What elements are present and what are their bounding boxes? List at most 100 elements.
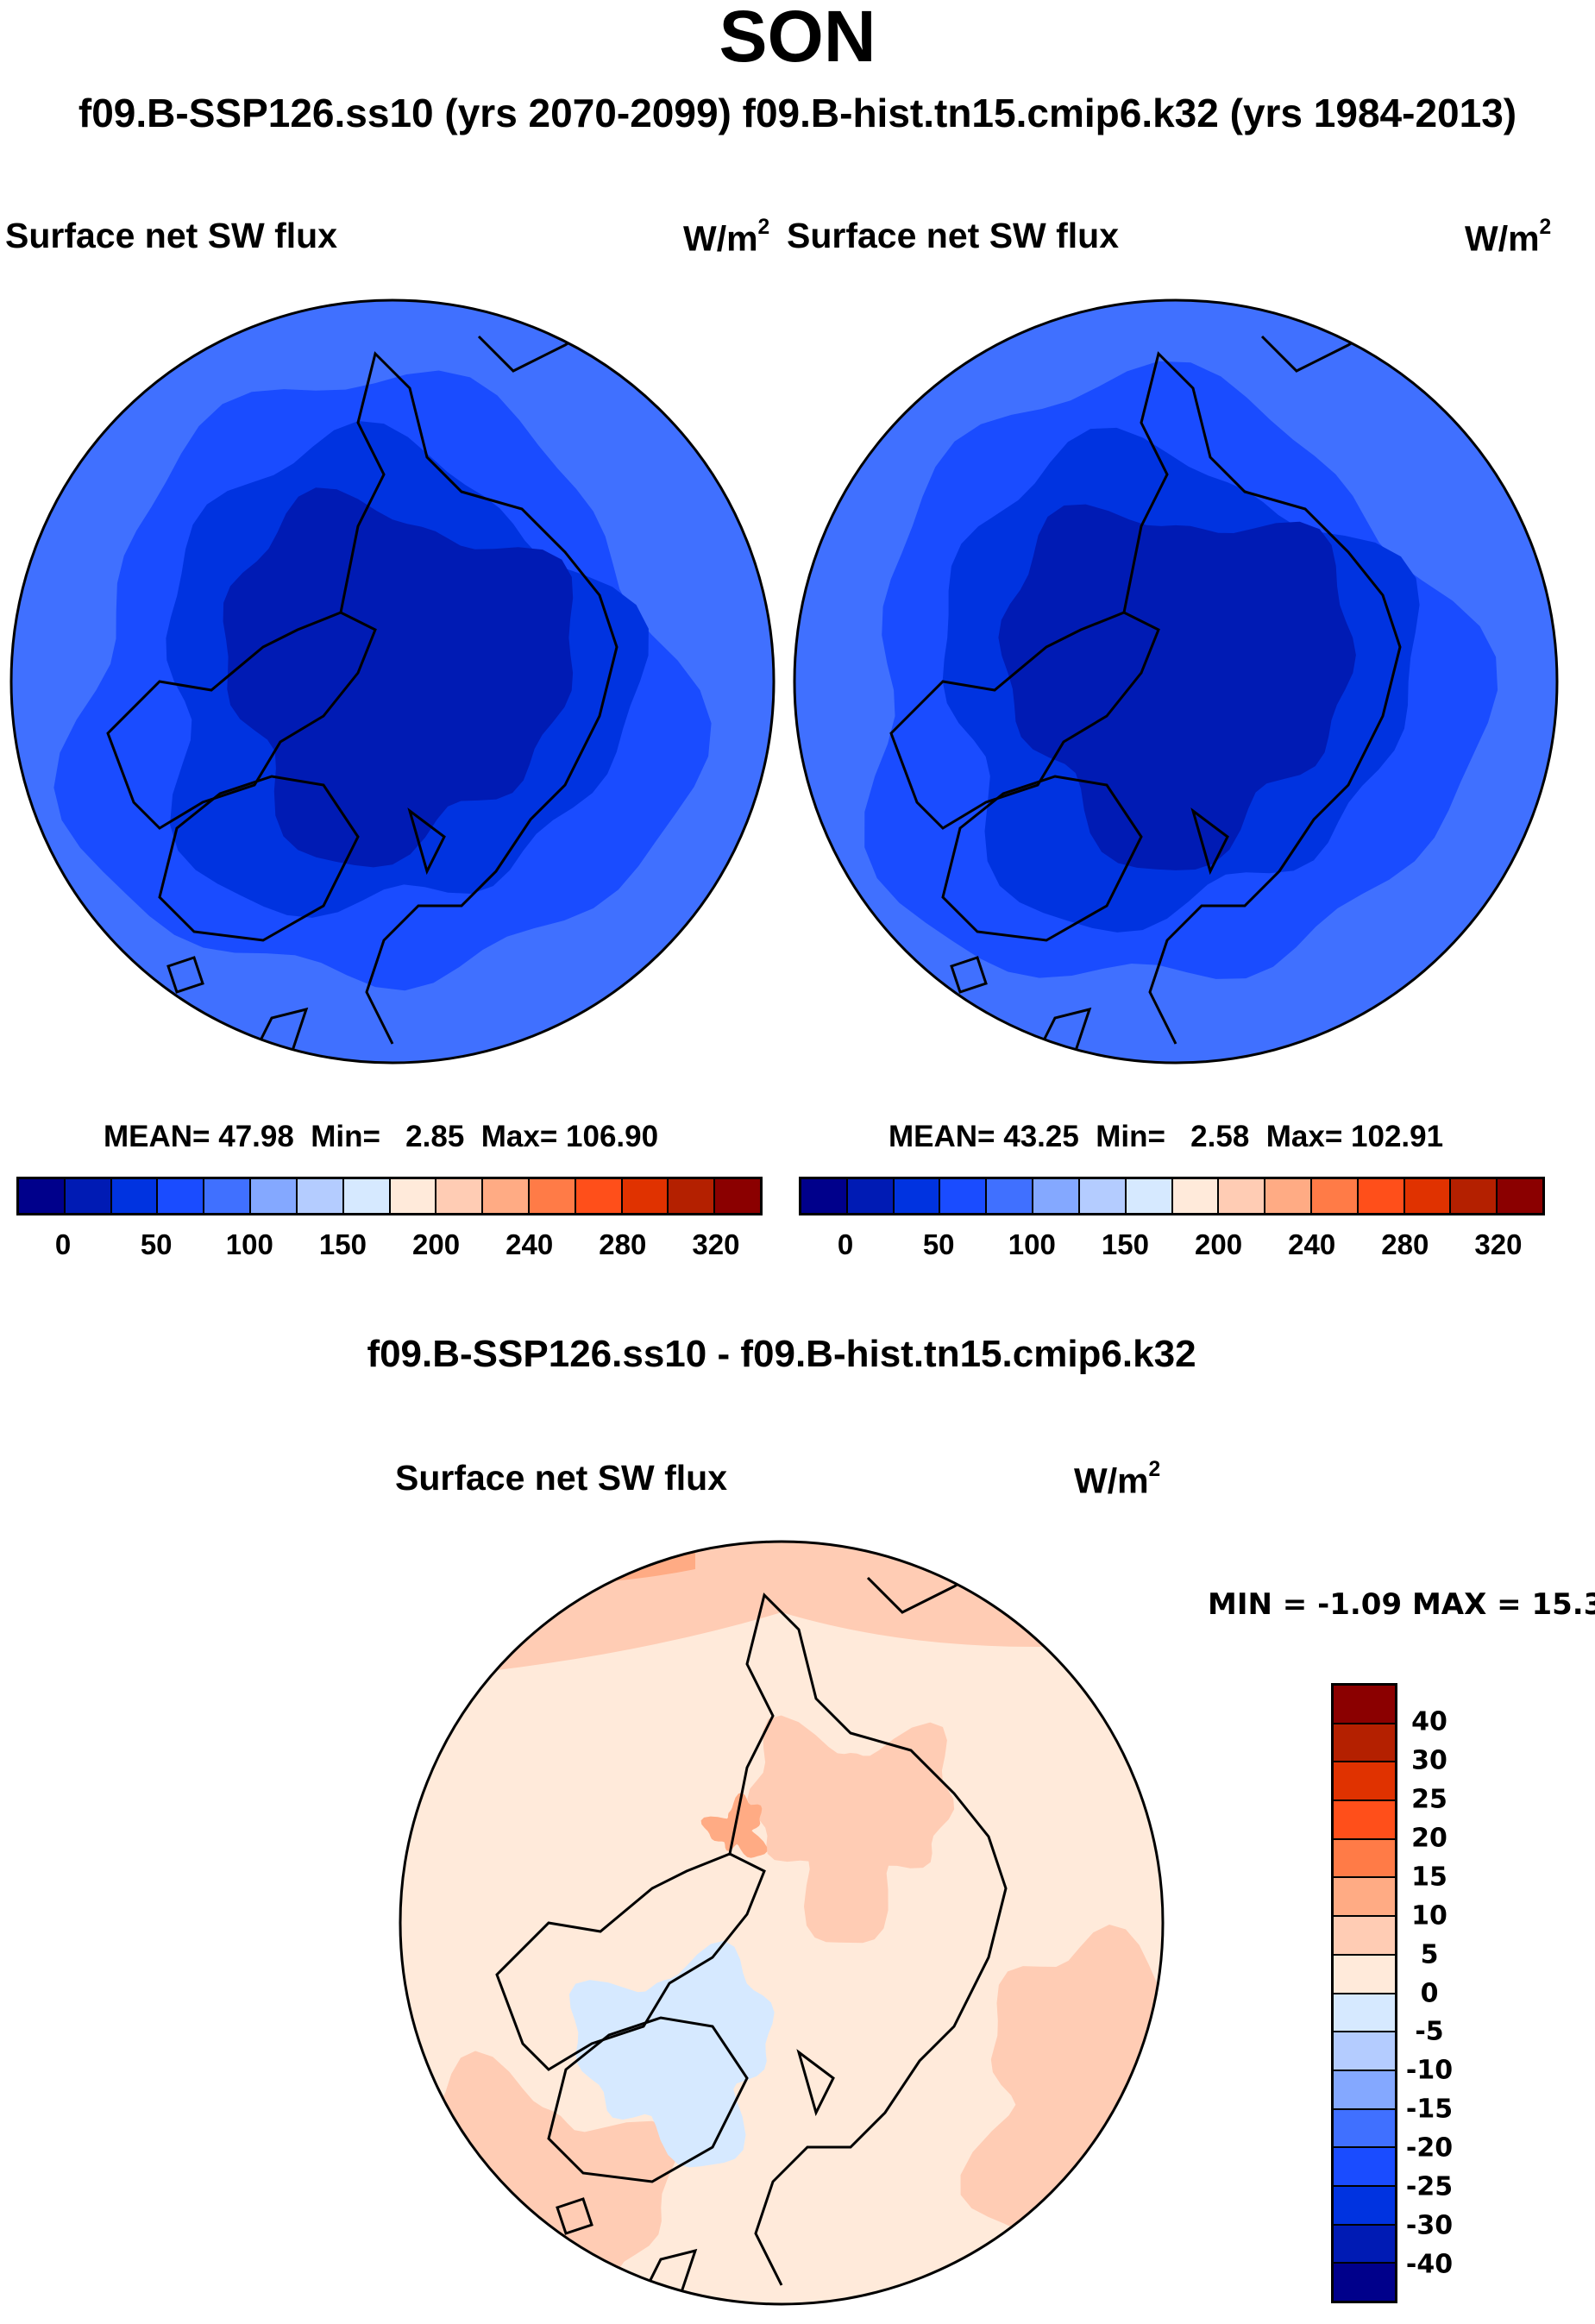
contour-fill <box>747 1715 955 1944</box>
coastline <box>158 775 360 942</box>
colorbar-tick-label: 200 <box>412 1228 461 1260</box>
colorbar-tick-label: 280 <box>1381 1228 1429 1260</box>
colorbar-tick-label: -25 <box>1405 2171 1454 2202</box>
colorbar-box <box>1358 1179 1405 1213</box>
colorbar-box <box>1334 1917 1395 1956</box>
colorbar-box <box>1334 1724 1395 1763</box>
coastline <box>547 2016 749 2183</box>
colorbar-tick-label: 5 <box>1420 1939 1439 1970</box>
colorbar-box <box>894 1179 941 1213</box>
map-field <box>794 300 1557 1063</box>
panel1-polar-map <box>9 298 776 1065</box>
colorbar-box <box>111 1179 159 1213</box>
colorbar-box <box>669 1179 716 1213</box>
diff-units-label: W/m2 <box>1074 1458 1161 1501</box>
panel2-variable-label: Surface net SW flux <box>787 216 1120 255</box>
colorbar-tick-label: 320 <box>692 1228 740 1260</box>
coastline <box>106 611 377 830</box>
contour-fill <box>568 1940 775 2168</box>
panel2-units-label: W/m2 <box>1465 216 1552 259</box>
colorbar-box <box>343 1179 391 1213</box>
map-field <box>11 300 774 1063</box>
contour-fill <box>223 487 574 868</box>
coastline <box>253 1007 309 1062</box>
colorbar-tick-label: -15 <box>1405 2094 1454 2125</box>
coastline <box>941 775 1143 942</box>
diff-min-max: MIN = -1.09 MAX = 15.39 <box>1208 1587 1595 1622</box>
colorbar-box <box>1334 2070 1395 2110</box>
colorbar-tick-label: 240 <box>1288 1228 1336 1260</box>
colorbar-box <box>1334 1955 1395 1994</box>
panel2-polar-map <box>793 298 1559 1065</box>
diff-variable-label: Surface net SW flux <box>395 1458 728 1498</box>
colorbar-box <box>1334 1994 1395 2033</box>
colorbar-box <box>1334 2148 1395 2187</box>
colorbar-tick-label: 10 <box>1411 1900 1447 1931</box>
coastline <box>889 611 1160 830</box>
coastline <box>495 1852 766 2071</box>
colorbar-tick-label: 150 <box>1101 1228 1149 1260</box>
coastline <box>339 351 619 1045</box>
colorbar-box <box>1334 1762 1395 1802</box>
coastline <box>728 1592 1008 2286</box>
colorbar-box <box>1334 2264 1395 2301</box>
coastline <box>166 956 204 994</box>
colorbar-tick-label: 30 <box>1411 1745 1447 1776</box>
colorbar-tick-label: 50 <box>140 1228 173 1260</box>
colorbar-box <box>1334 1801 1395 1840</box>
map-field <box>400 1542 1163 2304</box>
coastline <box>1122 351 1402 1045</box>
coastline <box>796 2049 835 2117</box>
contour-fill <box>960 1925 1163 2238</box>
colorbar-tick-label: -20 <box>1405 2132 1454 2164</box>
colorbar-tick-label: -5 <box>1415 2016 1444 2047</box>
contour-fill <box>400 1542 1163 2304</box>
coastlines <box>889 317 1402 1062</box>
colorbar-tick-label: 15 <box>1411 1862 1447 1893</box>
colorbar-box <box>1334 2225 1395 2264</box>
colorbar-box <box>158 1179 205 1213</box>
colorbar-box <box>847 1179 895 1213</box>
colorbar-box <box>801 1179 848 1213</box>
colorbar-box <box>65 1179 112 1213</box>
subtitle: f09.B-SSP126.ss10 (yrs 2070-2099) f09.B-… <box>78 91 1517 135</box>
colorbar-box <box>987 1179 1034 1213</box>
colorbar-tick-label: 0 <box>1420 1978 1439 2008</box>
coastline <box>407 807 446 876</box>
colorbar-box <box>483 1179 530 1213</box>
colorbar-box <box>1498 1179 1542 1213</box>
coastlines <box>106 317 619 1062</box>
map-boundary <box>9 298 776 1065</box>
colorbar-box <box>622 1179 669 1213</box>
panel2-stats: MEAN= 43.25 Min= 2.58 Max= 102.91 <box>889 1120 1444 1153</box>
map-boundary <box>793 298 1559 1065</box>
colorbar-box <box>1334 1686 1395 1724</box>
colorbar-box <box>1172 1179 1220 1213</box>
colorbar-box <box>1404 1179 1452 1213</box>
colorbar-box <box>1265 1179 1312 1213</box>
colorbar-box <box>390 1179 437 1213</box>
colorbar-box <box>529 1179 576 1213</box>
colorbar-tick-label: -10 <box>1405 2055 1454 2086</box>
colorbar-box <box>1334 2109 1395 2149</box>
contour-fill <box>700 1793 768 1858</box>
colorbar-box <box>1033 1179 1080 1213</box>
colorbar-tick-label: 0 <box>54 1228 72 1260</box>
colorbar-tick-label: 150 <box>318 1228 367 1260</box>
colorbar-box <box>715 1179 760 1213</box>
colorbar-box <box>1079 1179 1127 1213</box>
colorbar-box <box>297 1179 344 1213</box>
colorbar-box <box>1334 2186 1395 2226</box>
map-boundary <box>399 1540 1165 2306</box>
colorbar-tick-label: 280 <box>599 1228 647 1260</box>
colorbar-box <box>575 1179 623 1213</box>
colorbar-box <box>940 1179 988 1213</box>
coastline <box>642 2248 698 2303</box>
panel1-units-label: W/m2 <box>683 216 770 259</box>
colorbar-tick-label: 320 <box>1474 1228 1523 1260</box>
panel1-stats: MEAN= 47.98 Min= 2.85 Max= 106.90 <box>104 1120 659 1153</box>
diff-polar-map <box>399 1540 1165 2306</box>
colorbar-box <box>204 1179 252 1213</box>
colorbar-box <box>1334 1878 1395 1918</box>
colorbar-tick-label: 25 <box>1411 1784 1447 1815</box>
